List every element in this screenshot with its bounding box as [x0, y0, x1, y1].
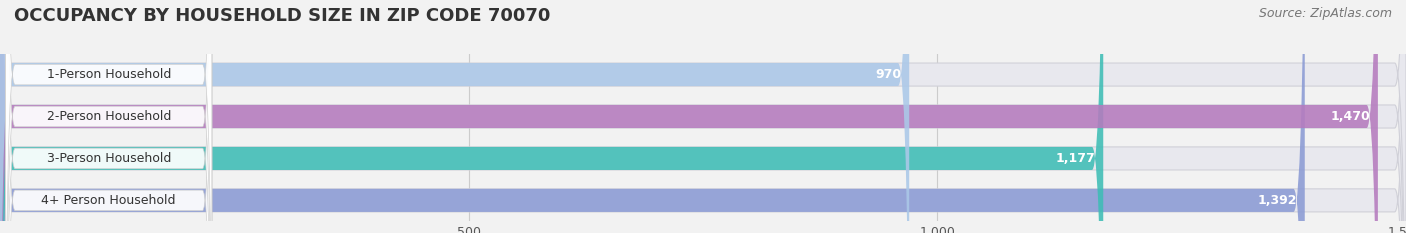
- FancyBboxPatch shape: [6, 0, 212, 233]
- Text: 3-Person Household: 3-Person Household: [46, 152, 172, 165]
- Text: Source: ZipAtlas.com: Source: ZipAtlas.com: [1258, 7, 1392, 20]
- FancyBboxPatch shape: [6, 0, 212, 233]
- Text: 970: 970: [876, 68, 901, 81]
- FancyBboxPatch shape: [0, 0, 1104, 233]
- Text: OCCUPANCY BY HOUSEHOLD SIZE IN ZIP CODE 70070: OCCUPANCY BY HOUSEHOLD SIZE IN ZIP CODE …: [14, 7, 550, 25]
- Text: 1-Person Household: 1-Person Household: [46, 68, 172, 81]
- Text: 2-Person Household: 2-Person Household: [46, 110, 172, 123]
- FancyBboxPatch shape: [0, 0, 910, 233]
- Text: 1,177: 1,177: [1056, 152, 1095, 165]
- FancyBboxPatch shape: [6, 0, 212, 233]
- FancyBboxPatch shape: [0, 0, 1305, 233]
- FancyBboxPatch shape: [6, 0, 212, 233]
- Text: 1,470: 1,470: [1330, 110, 1371, 123]
- Text: 4+ Person Household: 4+ Person Household: [42, 194, 176, 207]
- Text: 1,392: 1,392: [1258, 194, 1298, 207]
